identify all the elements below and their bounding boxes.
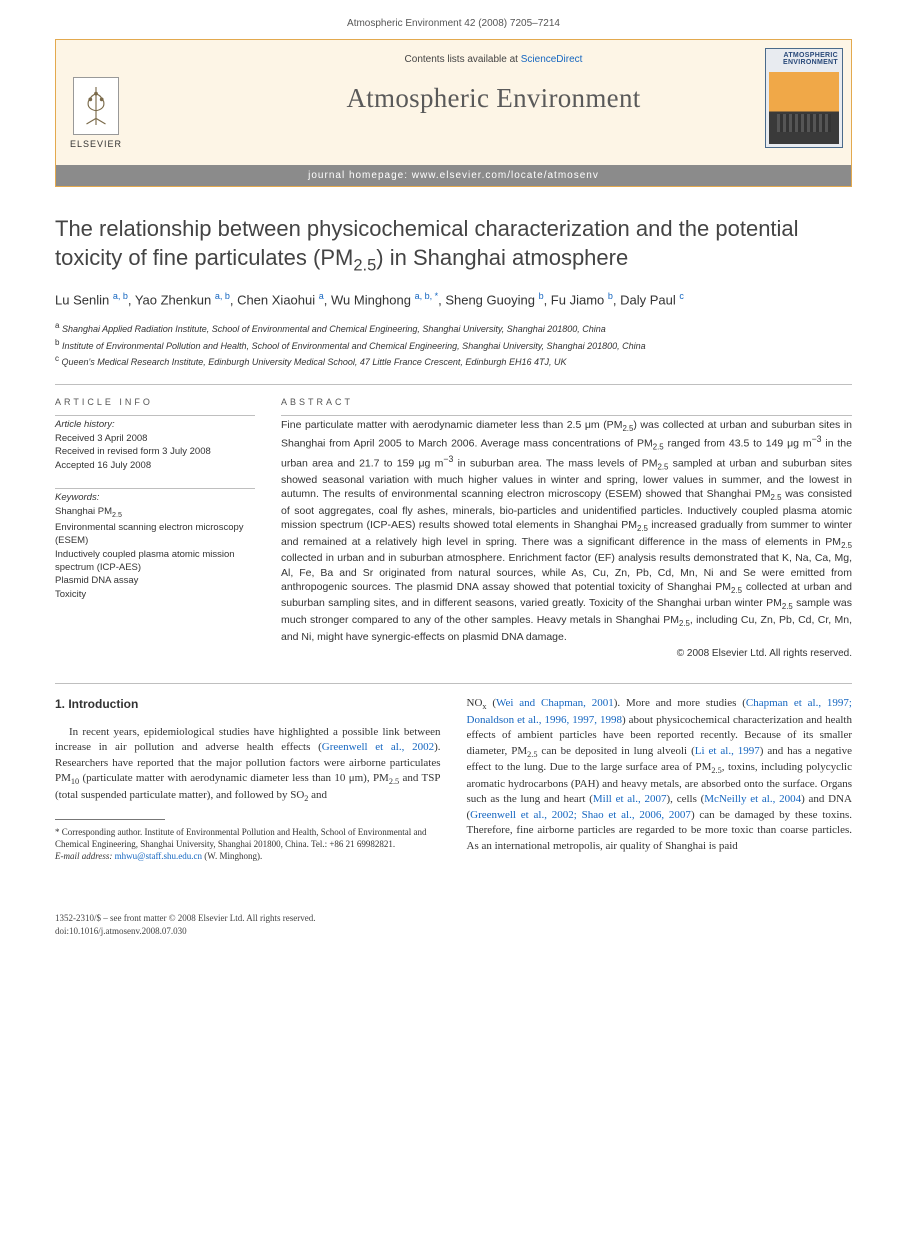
article-info-label: ARTICLE INFO [55, 397, 255, 407]
citation-text: Atmospheric Environment 42 (2008) 7205–7… [347, 18, 560, 29]
keyword-item: Toxicity [55, 588, 255, 601]
affiliations: a Shanghai Applied Radiation Institute, … [55, 320, 852, 370]
homepage-url[interactable]: www.elsevier.com/locate/atmosenv [412, 170, 599, 181]
footnote-separator [55, 819, 165, 820]
copyright-line: © 2008 Elsevier Ltd. All rights reserved… [281, 648, 852, 659]
history-label: Article history: [55, 418, 255, 431]
keywords-label: Keywords: [55, 491, 255, 504]
issn-line: 1352-2310/$ – see front matter © 2008 El… [55, 912, 852, 924]
elsevier-tree-icon [73, 77, 119, 135]
section-divider [55, 683, 852, 684]
running-header: Atmospheric Environment 42 (2008) 7205–7… [0, 0, 907, 39]
intro-paragraph-col1: In recent years, epidemiological studies… [55, 725, 441, 805]
keywords-block: Keywords: Shanghai PM2.5Environmental sc… [55, 488, 255, 601]
article-title: The relationship between physicochemical… [55, 215, 852, 276]
elsevier-wordmark: ELSEVIER [70, 139, 122, 149]
article-history: Article history: Received 3 April 2008 R… [55, 415, 255, 472]
history-accepted: Accepted 16 July 2008 [55, 459, 255, 472]
keyword-item: Inductively coupled plasma atomic missio… [55, 548, 255, 575]
page-footer: 1352-2310/$ – see front matter © 2008 El… [0, 898, 907, 961]
sciencedirect-link[interactable]: ScienceDirect [521, 54, 583, 65]
history-received: Received 3 April 2008 [55, 432, 255, 445]
email-link[interactable]: mhwu@staff.shu.edu.cn [115, 851, 202, 861]
contents-available-line: Contents lists available at ScienceDirec… [136, 54, 851, 65]
intro-heading: 1. Introduction [55, 696, 441, 713]
journal-name: Atmospheric Environment [136, 83, 851, 114]
author-list: Lu Senlin a, b, Yao Zhenkun a, b, Chen X… [55, 290, 852, 310]
journal-banner: ELSEVIER Contents lists available at Sci… [55, 39, 852, 187]
email-footnote: E-mail address: mhwu@staff.shu.edu.cn (W… [55, 850, 441, 862]
affiliation-line: b Institute of Environmental Pollution a… [55, 337, 852, 354]
cover-title: ATMOSPHERIC ENVIRONMENT [766, 49, 842, 69]
keyword-item: Shanghai PM2.5 [55, 505, 255, 521]
corresponding-footnote: * Corresponding author. Institute of Env… [55, 826, 441, 850]
homepage-bar: journal homepage: www.elsevier.com/locat… [56, 165, 851, 186]
history-revised: Received in revised form 3 July 2008 [55, 445, 255, 458]
doi-line: doi:10.1016/j.atmosenv.2008.07.030 [55, 925, 852, 937]
abstract-text: Fine particulate matter with aerodynamic… [281, 415, 852, 644]
section-divider [55, 384, 852, 385]
keyword-item: Plasmid DNA assay [55, 574, 255, 587]
journal-cover-thumbnail: ATMOSPHERIC ENVIRONMENT [765, 48, 843, 148]
affiliation-line: a Shanghai Applied Radiation Institute, … [55, 320, 852, 337]
affiliation-line: c Queen's Medical Research Institute, Ed… [55, 353, 852, 370]
intro-paragraph-col2: NOx (Wei and Chapman, 2001). More and mo… [467, 696, 853, 854]
cover-image-icon [769, 72, 839, 144]
keyword-item: Environmental scanning electron microsco… [55, 521, 255, 548]
abstract-label: ABSTRACT [281, 397, 852, 407]
